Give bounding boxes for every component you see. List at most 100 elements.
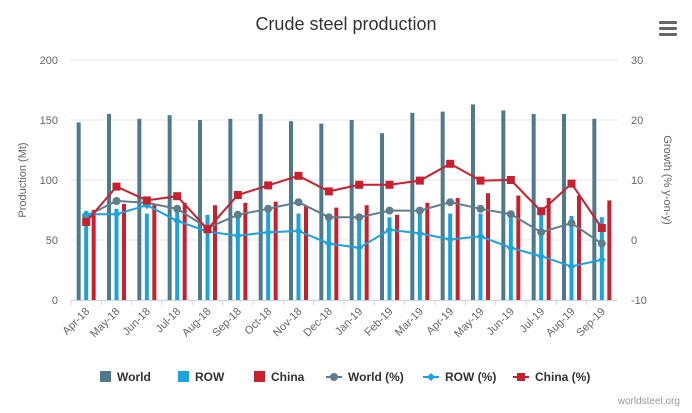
category-tick-label: Mar-19 [393,306,426,339]
category-tick-label: May-19 [452,306,486,340]
bar-china [455,198,460,300]
chart-title: Crude steel production [255,14,436,34]
bar-china [607,200,612,300]
bar-row [448,213,453,300]
right-axis-title: Growth (% y-on-y) [661,135,673,224]
point-row [476,232,485,241]
bar-row [175,212,180,300]
legend-item[interactable]: World (%) [326,370,404,384]
legend-marker [427,373,435,381]
category-tick-label: Feb-19 [362,306,395,339]
point-world [324,213,333,222]
point-row [173,216,182,225]
point-row [264,228,273,237]
hamburger-menu-icon[interactable] [656,18,680,40]
point-world [476,204,485,213]
bar-row [235,216,240,300]
category-tick-label: Jun-19 [485,306,517,338]
legend-swatch [178,371,189,382]
bar-china [243,202,248,300]
bar-world [531,114,536,300]
right-axis-tick-label: -10 [631,295,647,307]
menu-bar [659,21,677,24]
right-axis-tick-label: 30 [631,55,643,67]
bar-row [296,213,301,300]
legend-item[interactable]: China (%) [513,370,590,384]
point-world [415,206,424,215]
bar-row [357,214,362,300]
bar-row [326,214,331,300]
bar-china [516,195,521,300]
bar-china [122,204,126,300]
left-axis-ticks: 0 50 100 150 200 [40,55,58,307]
bar-world [107,114,111,300]
category-tick-label: Sep-18 [210,306,244,340]
point-world [567,219,576,228]
bar-world [501,110,506,301]
point-china [446,159,455,168]
bar-row [84,211,89,300]
point-row [597,255,606,264]
point-world [233,210,242,219]
left-axis-tick-label: 50 [46,235,58,247]
legend-label: ROW (%) [445,370,496,384]
bar-china [91,210,96,300]
bar-china [486,193,490,300]
bar-china [425,202,430,300]
legend-label: China [271,370,305,384]
bar-marks [76,104,612,301]
point-world [173,204,182,213]
point-china [142,196,151,205]
category-tick-label: Jan-19 [333,306,365,338]
bar-row [569,216,574,300]
menu-bar [659,33,677,36]
point-china [82,218,91,226]
legend-label: World (%) [348,370,404,384]
legend: World ROW China World (%) ROW (%) China (%) [100,370,590,384]
category-tick-label: Dec-18 [301,306,335,340]
point-row [82,210,91,219]
point-world [385,206,394,215]
right-axis-ticks: -10 0 10 20 30 [631,55,647,307]
legend-label: ROW [195,370,225,384]
category-tick-label: Aug-18 [180,306,214,340]
point-world [264,204,273,213]
category-tick-label: Sep-19 [574,306,608,340]
point-row [324,239,333,248]
bar-world [562,114,566,300]
point-china [203,225,212,234]
point-row [506,243,515,252]
bar-world [228,118,233,300]
legend-label: China (%) [535,370,590,384]
category-tick-label: Oct-18 [242,306,274,338]
legend-item[interactable]: ROW [178,370,225,384]
point-row [446,235,455,244]
point-china [597,224,606,232]
legend-item[interactable]: China [254,370,305,384]
legend-swatch [100,371,111,382]
bar-world [349,120,354,300]
left-axis-tick-label: 0 [52,295,58,307]
point-china [355,180,364,189]
point-row [567,262,576,271]
point-china [476,176,485,185]
right-axis-tick-label: 20 [631,115,643,127]
bar-china [213,205,217,300]
bar-world [137,118,142,300]
point-row [233,231,242,240]
line-china [85,162,603,231]
point-china [415,176,424,185]
bar-world [76,122,81,301]
legend-item[interactable]: World [100,370,151,384]
credit-text[interactable]: worldsteel.org [617,396,680,407]
bar-world [319,123,324,300]
point-row [294,227,303,235]
point-china [537,207,546,216]
bar-row [478,213,483,300]
left-axis-tick-label: 200 [40,55,58,67]
bar-china [577,195,581,300]
category-tick-label: May-18 [88,306,122,340]
right-axis-tick-label: 10 [631,175,643,187]
legend-item[interactable]: ROW (%) [423,370,496,384]
